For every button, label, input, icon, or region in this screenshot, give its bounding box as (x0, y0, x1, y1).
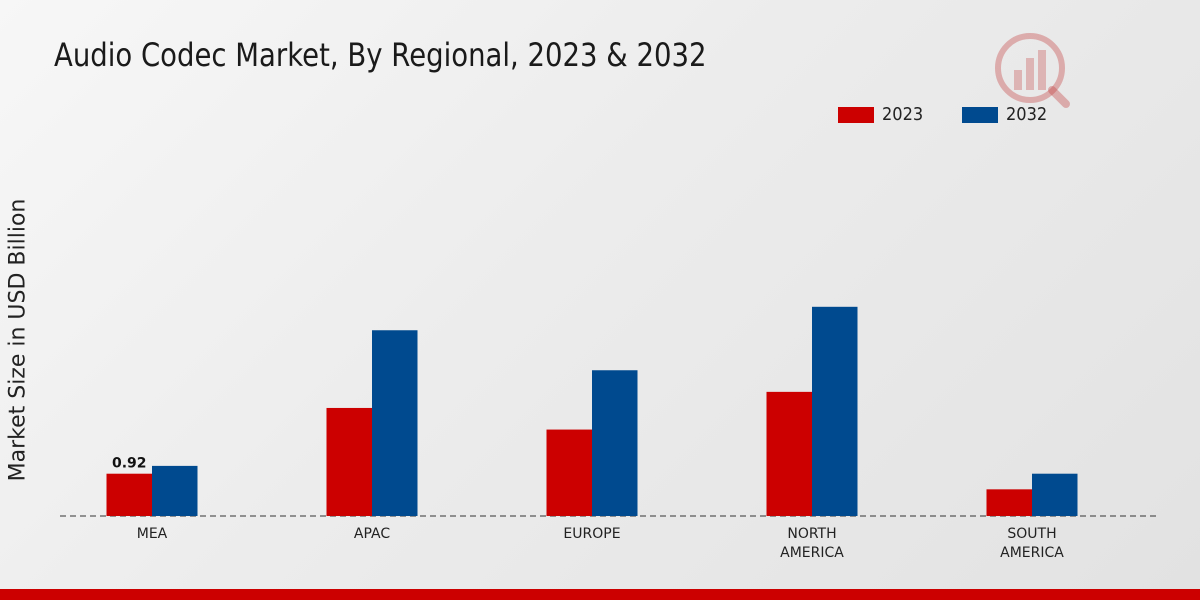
x-tick-label: MEA (137, 526, 168, 542)
chart-title: Audio Codec Market, By Regional, 2023 & … (54, 36, 707, 74)
brand-logo-icon (995, 33, 1070, 108)
bar-2023-1 (326, 407, 372, 516)
x-tick-label: EUROPE (563, 526, 620, 542)
legend-label-2023: 2023 (882, 104, 924, 125)
bottom-accent-bar (0, 589, 1200, 600)
x-tick-label: AMERICA (780, 545, 844, 561)
x-tick-label: NORTH (787, 526, 836, 542)
bar-2023-0 (106, 473, 152, 516)
x-tick-label: APAC (354, 526, 390, 542)
bar-2023-3 (766, 391, 812, 516)
legend-label-2032: 2032 (1005, 104, 1048, 125)
x-tick-label: AMERICA (1000, 545, 1064, 561)
bar-2023-2 (546, 429, 592, 516)
x-tick-label: SOUTH (1007, 526, 1056, 542)
data-label: 0.92 (112, 456, 147, 472)
chart-legend: 2023 2032 (838, 104, 1086, 125)
bar-2032-2 (592, 370, 638, 516)
legend-item-2023: 2023 (838, 104, 928, 125)
bar-2023-4 (986, 489, 1032, 516)
legend-item-2032: 2032 (961, 104, 1052, 125)
legend-swatch-2032 (961, 106, 998, 123)
bar-2032-1 (372, 330, 418, 516)
legend-swatch-2023 (838, 106, 874, 123)
bar-2032-3 (812, 306, 858, 516)
bar-2032-4 (1032, 473, 1078, 516)
bar-2032-0 (152, 465, 198, 516)
